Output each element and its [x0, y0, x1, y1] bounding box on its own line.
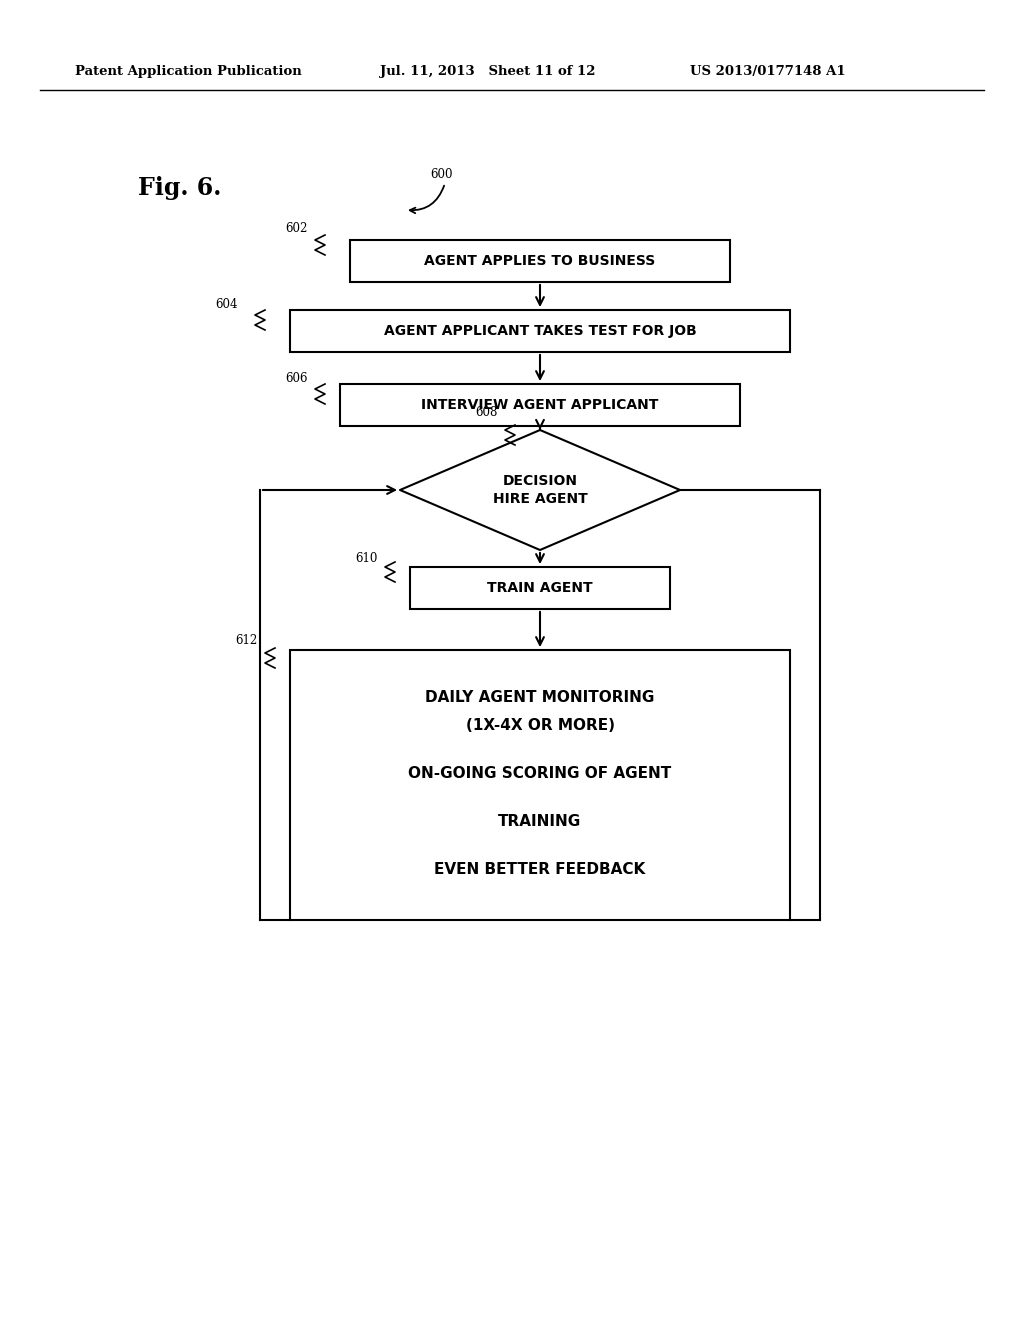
Bar: [290, 310, 790, 352]
Bar: [410, 568, 670, 609]
Bar: [290, 649, 790, 920]
Text: TRAIN AGENT: TRAIN AGENT: [487, 581, 593, 595]
Text: 604: 604: [215, 298, 238, 312]
Text: AGENT APPLICANT TAKES TEST FOR JOB: AGENT APPLICANT TAKES TEST FOR JOB: [384, 323, 696, 338]
Text: 608: 608: [475, 405, 498, 418]
Text: (1X-4X OR MORE): (1X-4X OR MORE): [466, 718, 614, 734]
Text: DECISION
HIRE AGENT: DECISION HIRE AGENT: [493, 474, 588, 506]
Text: 610: 610: [355, 553, 378, 565]
Text: AGENT APPLIES TO BUSINESS: AGENT APPLIES TO BUSINESS: [424, 253, 655, 268]
Bar: [350, 240, 730, 282]
Text: Jul. 11, 2013   Sheet 11 of 12: Jul. 11, 2013 Sheet 11 of 12: [380, 66, 596, 78]
Text: US 2013/0177148 A1: US 2013/0177148 A1: [690, 66, 846, 78]
Text: INTERVIEW AGENT APPLICANT: INTERVIEW AGENT APPLICANT: [421, 399, 658, 412]
Text: DAILY AGENT MONITORING: DAILY AGENT MONITORING: [425, 690, 654, 705]
Text: ON-GOING SCORING OF AGENT: ON-GOING SCORING OF AGENT: [409, 767, 672, 781]
Text: 612: 612: [234, 634, 257, 647]
Text: 606: 606: [285, 372, 307, 385]
Text: Fig. 6.: Fig. 6.: [138, 176, 221, 201]
Text: 602: 602: [285, 222, 307, 235]
Text: 600: 600: [430, 169, 453, 181]
Text: TRAINING: TRAINING: [499, 814, 582, 829]
Bar: [340, 384, 740, 426]
Text: EVEN BETTER FEEDBACK: EVEN BETTER FEEDBACK: [434, 862, 645, 878]
Text: Patent Application Publication: Patent Application Publication: [75, 66, 302, 78]
